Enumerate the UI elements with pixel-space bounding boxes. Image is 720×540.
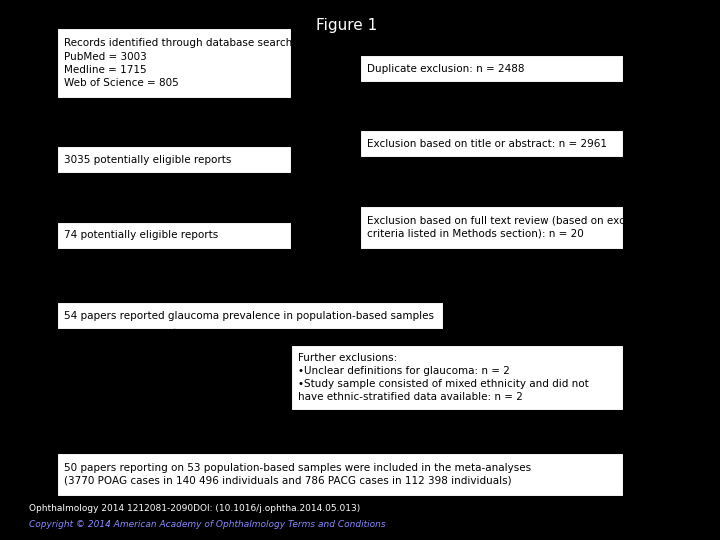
Text: Further exclusions:
•Unclear definitions for glaucoma: n = 2
•Study sample consi: Further exclusions: •Unclear definitions… (298, 353, 589, 402)
FancyBboxPatch shape (361, 130, 623, 157)
Text: Exclusion based on full text review (based on exclusion
criteria listed in Metho: Exclusion based on full text review (bas… (367, 215, 657, 239)
Text: 74 potentially eligible reports: 74 potentially eligible reports (63, 230, 217, 240)
Text: Ophthalmology 2014 1212081-2090DOI: (10.1016/j.ophtha.2014.05.013): Ophthalmology 2014 1212081-2090DOI: (10.… (29, 504, 360, 512)
FancyBboxPatch shape (57, 28, 292, 98)
Text: 54 papers reported glaucoma prevalence in population-based samples: 54 papers reported glaucoma prevalence i… (63, 310, 433, 321)
FancyBboxPatch shape (57, 453, 623, 496)
Text: 3035 potentially eligible reports: 3035 potentially eligible reports (63, 155, 231, 165)
Text: 50 papers reporting on 53 population-based samples were included in the meta-ana: 50 papers reporting on 53 population-bas… (63, 463, 531, 486)
FancyBboxPatch shape (57, 302, 444, 329)
FancyBboxPatch shape (292, 345, 623, 410)
Text: Records identified through database searching:
PubMed = 3003
Medline = 1715
Web : Records identified through database sear… (63, 38, 312, 88)
Text: Duplicate exclusion: n = 2488: Duplicate exclusion: n = 2488 (367, 64, 525, 73)
Text: Figure 1: Figure 1 (316, 18, 377, 33)
FancyBboxPatch shape (57, 221, 292, 248)
FancyBboxPatch shape (57, 146, 292, 173)
Text: Copyright © 2014 American Academy of Ophthalmology Terms and Conditions: Copyright © 2014 American Academy of Oph… (29, 520, 386, 529)
Text: Exclusion based on title or abstract: n = 2961: Exclusion based on title or abstract: n … (367, 139, 608, 148)
FancyBboxPatch shape (361, 55, 623, 82)
FancyBboxPatch shape (361, 206, 623, 248)
